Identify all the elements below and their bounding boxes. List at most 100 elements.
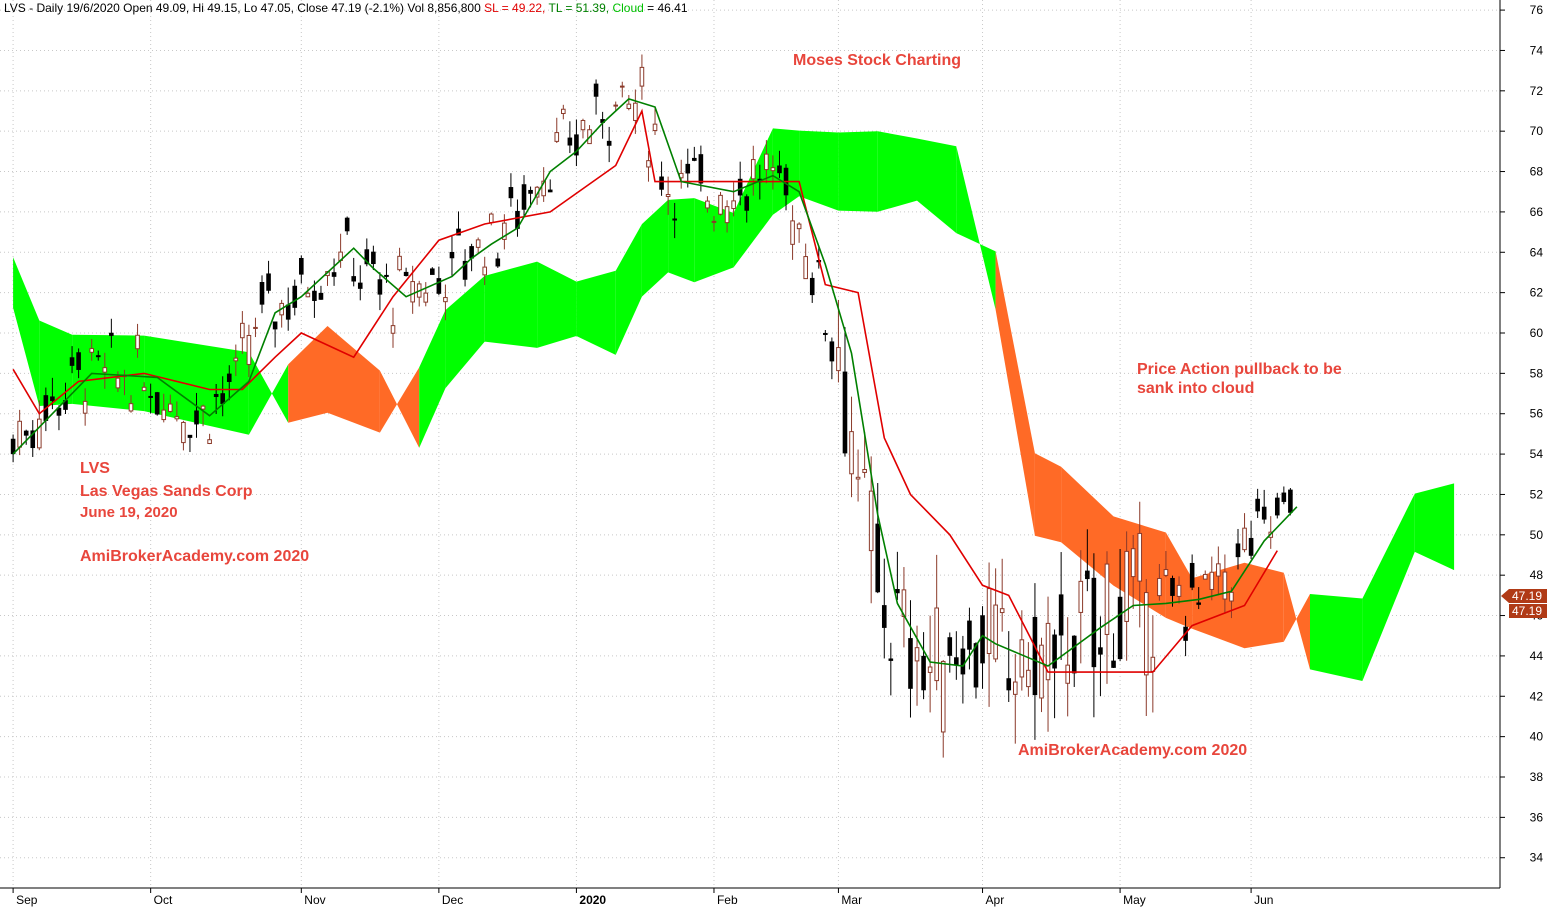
candle-up (541, 167, 546, 202)
x-tick-label: Sep (16, 893, 38, 907)
candle-body (469, 246, 474, 259)
candle-up (665, 176, 671, 215)
candle-up (652, 106, 658, 135)
candle-up (1242, 513, 1247, 553)
sl-line (12, 108, 1278, 673)
candle-body (443, 297, 448, 303)
candle-down (1006, 631, 1012, 702)
y-tick-label: 70 (1530, 124, 1544, 138)
candle-down (266, 260, 271, 294)
candle-body (1117, 596, 1123, 660)
candle-body (881, 605, 887, 628)
candle-body (259, 282, 265, 305)
candle-body (613, 104, 619, 107)
candle-down (744, 194, 750, 223)
candle-down (1255, 488, 1260, 518)
candle-up (200, 404, 206, 427)
candle-up (580, 118, 586, 139)
candle-down (521, 175, 527, 218)
cloud-segment-bullish (641, 199, 669, 297)
candle-up (986, 562, 992, 707)
y-tick-label: 34 (1530, 851, 1544, 865)
x-tick-label: May (1123, 893, 1146, 907)
y-tick-label: 54 (1530, 447, 1544, 461)
candle-body (76, 352, 81, 370)
candle-body (1176, 584, 1182, 597)
candlesticks (10, 54, 1293, 758)
candle-up (927, 615, 933, 713)
candle-down (344, 216, 350, 235)
candle-body (266, 273, 271, 291)
candle-body (384, 274, 389, 277)
candle-down (292, 279, 298, 316)
candle-down (76, 348, 81, 379)
y-tick-label: 76 (1530, 3, 1544, 17)
candle-down (1235, 528, 1241, 570)
candle-body (292, 285, 298, 308)
candle-body (135, 334, 140, 350)
candle-up (1202, 570, 1208, 580)
y-tick-label: 62 (1530, 286, 1544, 300)
candle-down (1058, 552, 1064, 660)
candle-up (135, 323, 140, 358)
candle-up (338, 233, 343, 268)
candle-up (750, 145, 756, 196)
candle-body (744, 196, 750, 211)
candle-up (246, 324, 252, 378)
cloud-segment-bullish (694, 198, 734, 283)
cloud-segment-bullish (419, 310, 446, 448)
candle-body (724, 206, 730, 224)
watermark-right: AmiBrokerAcademy.com 2020 (1018, 742, 1247, 759)
candle-up (240, 311, 245, 354)
candle-body (1248, 537, 1254, 556)
candle-up (1012, 654, 1018, 744)
candle-body (967, 620, 972, 650)
cloud-segment-bullish (1362, 493, 1415, 681)
y-tick-label: 68 (1530, 165, 1544, 179)
candle-down (875, 483, 881, 594)
candle-body (803, 256, 808, 280)
candle-body (181, 421, 186, 444)
cloud-segment-bearish (1061, 466, 1114, 586)
candle-body (1216, 563, 1221, 577)
candle-down (777, 150, 782, 179)
candle-body (168, 403, 173, 412)
candle-body (1032, 616, 1038, 696)
candle-down (980, 606, 985, 689)
cloud-segment-bullish (537, 261, 577, 348)
candle-down (23, 429, 29, 445)
candle-body (1078, 580, 1084, 613)
candle-up (862, 431, 867, 478)
candle-down (318, 285, 324, 300)
candle-body (541, 180, 546, 197)
y-tick-label: 60 (1530, 326, 1544, 340)
candle-body (639, 66, 645, 87)
candle-body (554, 132, 560, 142)
x-tick-label: Dec (442, 893, 463, 907)
candle-up (1026, 642, 1031, 697)
candle-body (547, 189, 553, 193)
candle-body (574, 134, 579, 156)
candle-down (357, 265, 363, 301)
candle-down (659, 161, 664, 196)
candle-body (403, 271, 409, 277)
candle-down (299, 255, 304, 284)
candle-up (999, 558, 1005, 632)
candle-up (397, 247, 402, 272)
sl-legend: SL = 49.22, (484, 1, 545, 15)
candle-up (161, 393, 167, 423)
candle-down (881, 558, 887, 659)
candle-body (927, 666, 933, 673)
candle-body (17, 420, 22, 448)
candle-up (633, 89, 638, 134)
candle-body (875, 523, 881, 593)
candle-up (1176, 576, 1182, 604)
candle-down (1091, 553, 1097, 718)
candle-body (285, 304, 291, 320)
candle-up (1229, 587, 1234, 619)
candle-body (770, 167, 776, 172)
candle-body (593, 83, 599, 97)
candle-up (475, 237, 481, 254)
candle-up (1137, 501, 1143, 628)
candle-body (855, 476, 861, 480)
